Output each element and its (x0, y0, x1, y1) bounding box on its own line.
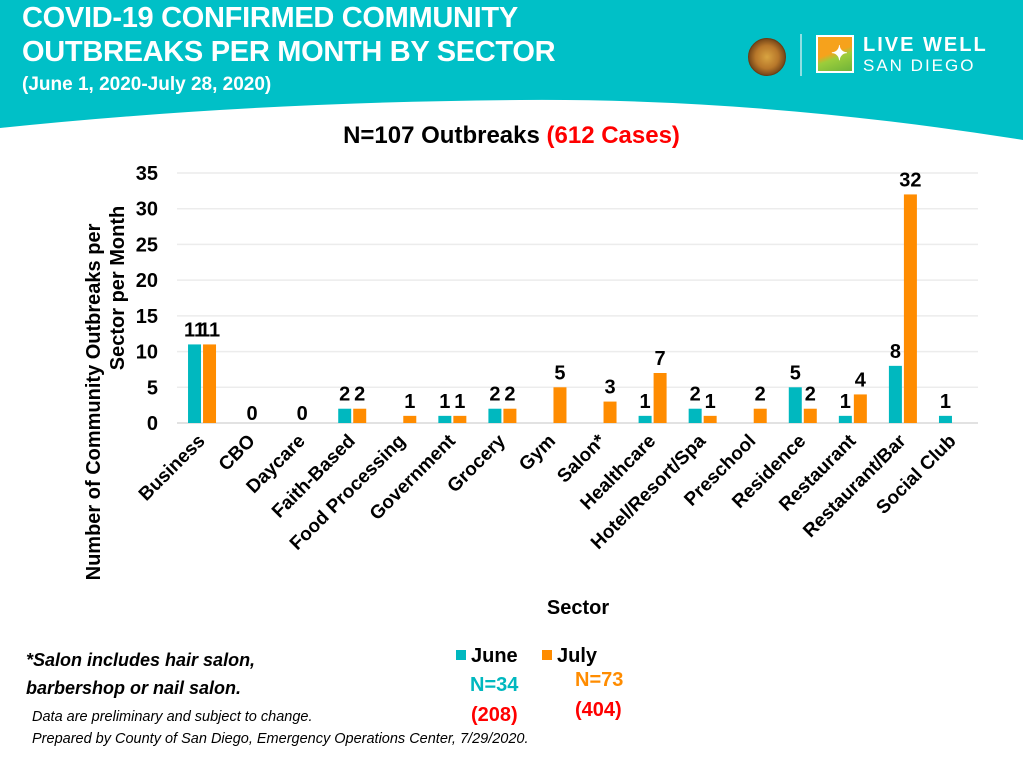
legend-july-count: N=73 (575, 669, 624, 691)
data-label-june: 1 (840, 391, 851, 413)
chart-title: N=107 Outbreaks (612 Cases) (0, 122, 1023, 150)
bar-july (803, 408, 817, 423)
y-tick-label: 15 (136, 306, 158, 328)
chart-title-cases: (612 Cases) (546, 122, 680, 149)
y-axis-title-line-1: Number of Community Outbreaks per (83, 223, 105, 580)
data-label-june: 1 (940, 391, 951, 413)
data-label-june: 1 (439, 391, 450, 413)
date-range-subtitle: (June 1, 2020-July 28, 2020) (22, 74, 272, 95)
data-label-june: 0 (297, 403, 308, 425)
bar-july (453, 415, 467, 423)
data-label-july: 11 (199, 319, 220, 341)
data-label-june: 2 (339, 384, 350, 406)
logo-divider (800, 34, 802, 76)
data-label-july: 3 (604, 377, 615, 399)
footnote-line-2: barbershop or nail salon. (26, 678, 242, 698)
data-label-july: 7 (655, 348, 666, 370)
logo-text-live-well: LIVE WELL (863, 34, 988, 56)
bar-june (638, 415, 652, 423)
x-tick-label: CBO (215, 431, 260, 476)
data-label-june: 2 (690, 384, 701, 406)
data-label-june: 1 (640, 391, 651, 413)
y-tick-label: 35 (136, 163, 158, 185)
bar-july (403, 415, 417, 423)
footnote-line-1: *Salon includes hair salon, (26, 650, 256, 670)
bar-june (788, 387, 802, 423)
page-title-line-1: COVID-19 CONFIRMED COMMUNITY (22, 2, 518, 34)
data-label-june: 0 (247, 403, 258, 425)
y-tick-label: 30 (136, 199, 158, 221)
legend-item-july: July (542, 645, 597, 668)
header-banner (0, 0, 1023, 140)
bar-june (338, 408, 352, 423)
bar-july (553, 387, 567, 423)
disclaimer-line-2: Prepared by County of San Diego, Emergen… (32, 731, 529, 747)
data-label-july: 32 (899, 169, 921, 191)
bar-july (603, 401, 617, 423)
data-label-july: 1 (404, 391, 415, 413)
legend-item-june: June (456, 645, 518, 668)
live-well-logo-icon: ✦ (816, 35, 854, 73)
y-tick-label: 10 (136, 342, 158, 364)
bar-july (753, 408, 767, 423)
y-tick-label: 5 (147, 377, 158, 399)
bar-july (653, 373, 667, 423)
bar-july (853, 394, 867, 423)
data-label-july: 1 (705, 391, 716, 413)
x-tick-label: Gym (515, 431, 560, 476)
bar-july (503, 408, 517, 423)
data-label-june: 2 (489, 384, 500, 406)
legend-swatch-july (542, 650, 552, 660)
legend-june-cases: (208) (471, 704, 518, 726)
county-seal-icon (748, 38, 786, 76)
data-label-july: 1 (454, 391, 465, 413)
disclaimer: Data are preliminary and subject to chan… (32, 706, 529, 750)
salon-footnote: *Salon includes hair salon, barbershop o… (26, 646, 255, 702)
bar-june (888, 365, 902, 423)
data-label-july: 5 (554, 362, 565, 384)
bar-june (438, 415, 452, 423)
chart-title-outbreaks: N=107 Outbreaks (343, 122, 547, 149)
bar-july (703, 415, 717, 423)
bar-july (903, 194, 917, 423)
bar-july (353, 408, 367, 423)
data-label-july: 2 (755, 384, 766, 406)
page-title-line-2: OUTBREAKS PER MONTH BY SECTOR (22, 36, 556, 68)
data-label-july: 2 (354, 384, 365, 406)
data-label-june: 8 (890, 341, 901, 363)
logo-group: ✦ LIVE WELL SAN DIEGO (745, 32, 1005, 82)
bar-june (188, 344, 202, 423)
legend-june-count: N=34 (470, 674, 519, 696)
y-tick-labels: 0 5 10 15 20 25 30 35 (136, 163, 158, 435)
data-label-july: 2 (504, 384, 515, 406)
legend-label-june: June (471, 645, 518, 667)
bar-june (488, 408, 502, 423)
y-tick-label: 25 (136, 234, 158, 256)
y-axis-title-line-2: Sector per Month (107, 206, 129, 370)
y-tick-label: 20 (136, 270, 158, 292)
legend-july-cases: (404) (575, 699, 622, 721)
bar-june (838, 415, 852, 423)
legend-swatch-june (456, 650, 466, 660)
data-label-june: 5 (790, 362, 801, 384)
bars (188, 194, 952, 423)
data-label-july: 2 (805, 384, 816, 406)
bar-june (938, 415, 952, 423)
x-tick-label: Business (135, 431, 210, 506)
data-label-july: 4 (855, 369, 867, 391)
bar-july (203, 344, 217, 423)
legend-label-july: July (557, 645, 598, 667)
data-label-june: 11 (184, 319, 205, 341)
bar-june (688, 408, 702, 423)
x-axis-title: Sector (547, 597, 609, 619)
disclaimer-line-1: Data are preliminary and subject to chan… (32, 709, 313, 725)
y-tick-label: 0 (147, 413, 158, 435)
logo-text-san-diego: SAN DIEGO (863, 56, 976, 75)
